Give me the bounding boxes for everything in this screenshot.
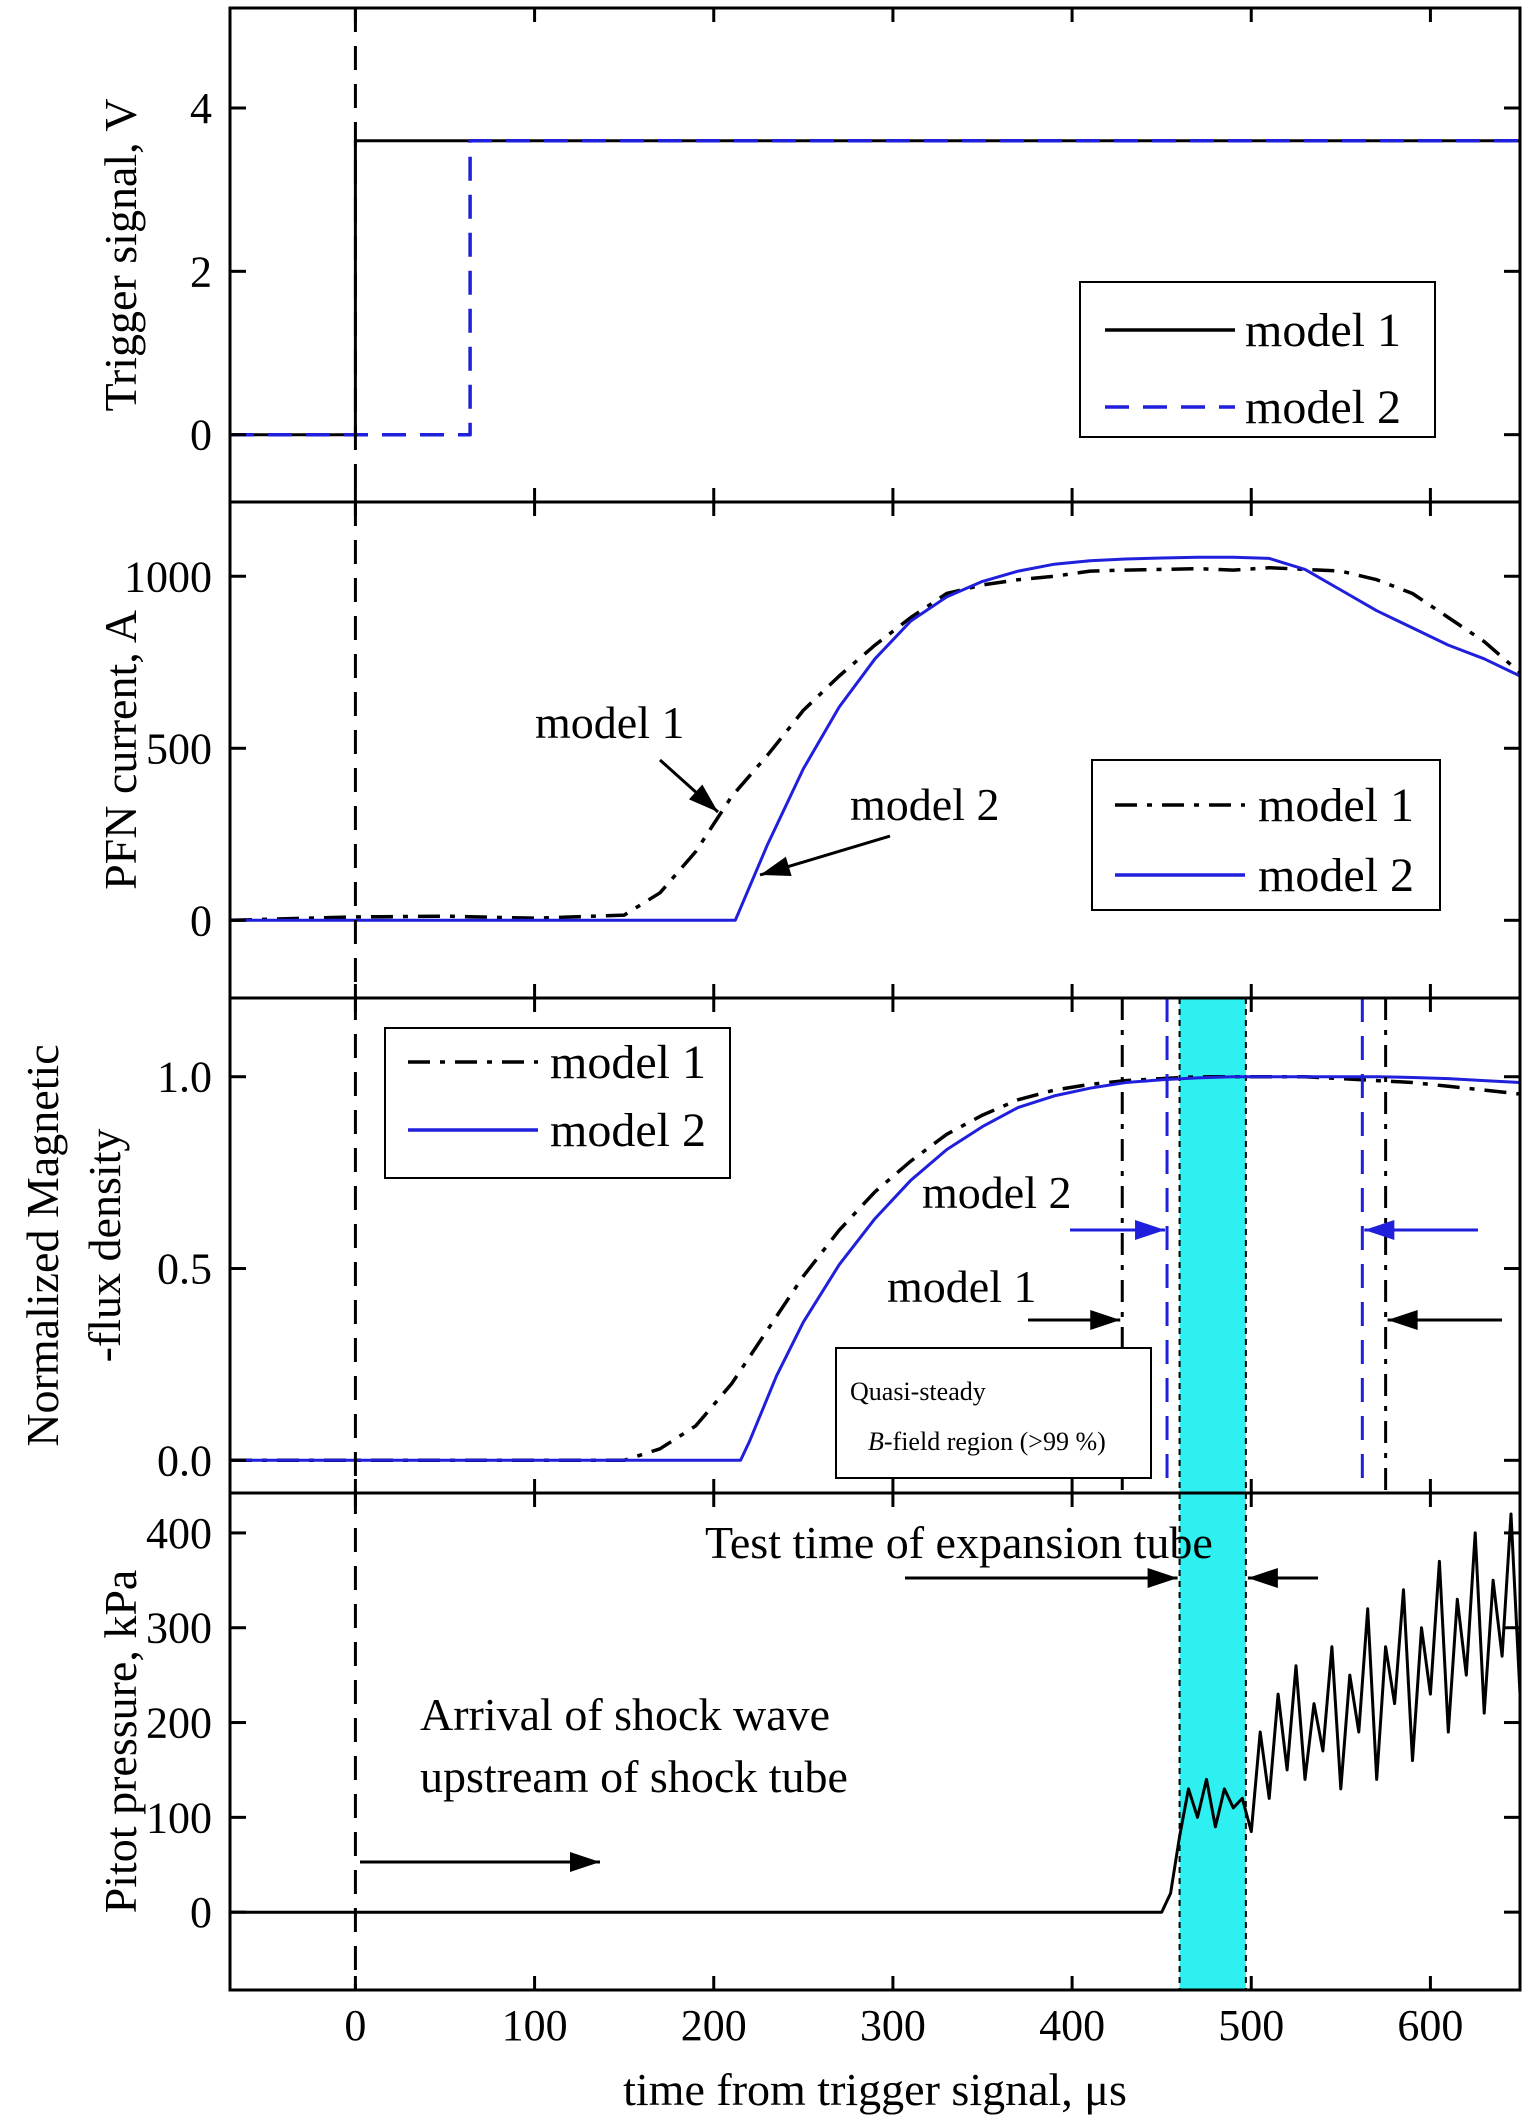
b-field-region-label: B-field region (>99 %): [868, 1427, 1106, 1456]
magnetic-legend-label-2: model 2: [550, 1104, 706, 1157]
magnetic-arrow-model-1-start: [1028, 1310, 1121, 1330]
magnetic-ylabel-line-1: Normalized Magnetic: [17, 1044, 68, 1446]
trigger-ytick-label: 2: [190, 247, 212, 296]
pitot-annotation-arrival-line-1: Arrival of shock wave: [420, 1689, 830, 1740]
pfn-legend-label-2: model 2: [1258, 849, 1414, 902]
magnetic-annotation-model-1: model 1: [887, 1261, 1036, 1312]
magnetic-series-1-line: [230, 1074, 1521, 1463]
x-axis-title: time from trigger signal, μs: [623, 2064, 1127, 2115]
x-tick-label: 300: [860, 2001, 926, 2050]
pitot-ytick-label: 100: [146, 1793, 212, 1842]
magnetic-ytick-label: 1.0: [157, 1053, 212, 1102]
pfn-annotation-arrow-model-1: [658, 758, 720, 814]
x-tick-label: 500: [1218, 2001, 1284, 2050]
quasi-steady-box-frame: [835, 1347, 1152, 1479]
pitot-plot: [230, 1512, 1522, 1914]
x-tick-label: 100: [502, 2001, 568, 2050]
pfn-ytick-label: 1000: [124, 552, 212, 601]
pitot-series-1-line: [230, 1512, 1522, 1914]
pitot-ytick-label: 300: [146, 1604, 212, 1653]
x-tick-label: 600: [1397, 2001, 1463, 2050]
pfn-legend-box: [1091, 759, 1441, 911]
pfn-ytick-label: 500: [146, 724, 212, 773]
pfn-series-2-line: [230, 555, 1521, 922]
x-tick-label: 0: [344, 2001, 366, 2050]
frame-layer: [228, 6, 1522, 1992]
x-tick-label: 400: [1039, 2001, 1105, 2050]
magnetic-legend-box: [384, 1027, 731, 1179]
trigger-ytick-label: 0: [190, 411, 212, 460]
pitot-arrow-test-time-end: [1247, 1568, 1318, 1588]
pitot-ytick-label: 400: [146, 1509, 212, 1558]
quasi-steady-label: Quasi-steady: [850, 1377, 986, 1406]
trigger-legend-box: [1079, 281, 1436, 438]
pfn-frame: [228, 500, 1522, 1000]
pfn-plot: [229, 555, 1522, 923]
pfn-legend-label-1: model 1: [1258, 779, 1414, 832]
b-field-symbol: B: [868, 1427, 884, 1456]
magnetic-legend-label-1: model 1: [550, 1036, 706, 1089]
pfn-ylabel: PFN current, A: [95, 610, 146, 890]
magnetic-ytick-label: 0.0: [157, 1436, 212, 1485]
magnetic-annotation-model-2: model 2: [922, 1167, 1071, 1218]
magnetic-series-2-line: [230, 1075, 1521, 1462]
trigger-ylabel: Trigger signal, V: [95, 98, 146, 411]
pfn-series-1-line: [229, 565, 1522, 923]
pitot-annotation-test-time: Test time of expansion tube: [705, 1517, 1213, 1568]
pitot-annotation-arrival-line-2: upstream of shock tube: [420, 1751, 848, 1802]
pitot-frame: [228, 1491, 1522, 1992]
quasi-steady-box: Quasi-steady B-field region (>99 %): [835, 1347, 1152, 1479]
trigger-series-2-line: [230, 138, 1520, 437]
trigger-legend-label-1: model 1: [1245, 304, 1401, 357]
pitot-ytick-label: 0: [190, 1888, 212, 1937]
pitot-ylabel: Pitot pressure, kPa: [95, 1570, 146, 1914]
magnetic-legend: model 1 model 2: [384, 1027, 731, 1179]
magnetic-ytick-label: 0.5: [157, 1245, 212, 1294]
magnetic-arrow-model-1-end: [1387, 1310, 1502, 1330]
trigger-legend: model 1 model 2: [1079, 281, 1436, 438]
pfn-annotation-model-1: model 1: [535, 697, 684, 748]
b-field-suffix: -field region (>99 %): [884, 1427, 1106, 1456]
trigger-ytick-label: 4: [190, 84, 212, 133]
pfn-annotation-model-2: model 2: [850, 779, 999, 830]
trigger-legend-label-2: model 2: [1245, 381, 1401, 434]
pitot-ytick-label: 200: [146, 1699, 212, 1748]
magnetic-arrow-model-2-start: [1070, 1220, 1166, 1240]
x-tick-label: 200: [681, 2001, 747, 2050]
pitot-arrow-test-time-start: [905, 1568, 1178, 1588]
pfn-ytick-label: 0: [190, 896, 212, 945]
pfn-legend: model 1 model 2: [1091, 759, 1441, 911]
pfn-annotation-arrow-model-2: [759, 834, 891, 877]
magnetic-ylabel-line-2: -flux density: [79, 1129, 130, 1363]
pitot-arrow-shock-arrival: [360, 1852, 600, 1872]
magnetic-arrow-model-2-end: [1364, 1220, 1478, 1240]
